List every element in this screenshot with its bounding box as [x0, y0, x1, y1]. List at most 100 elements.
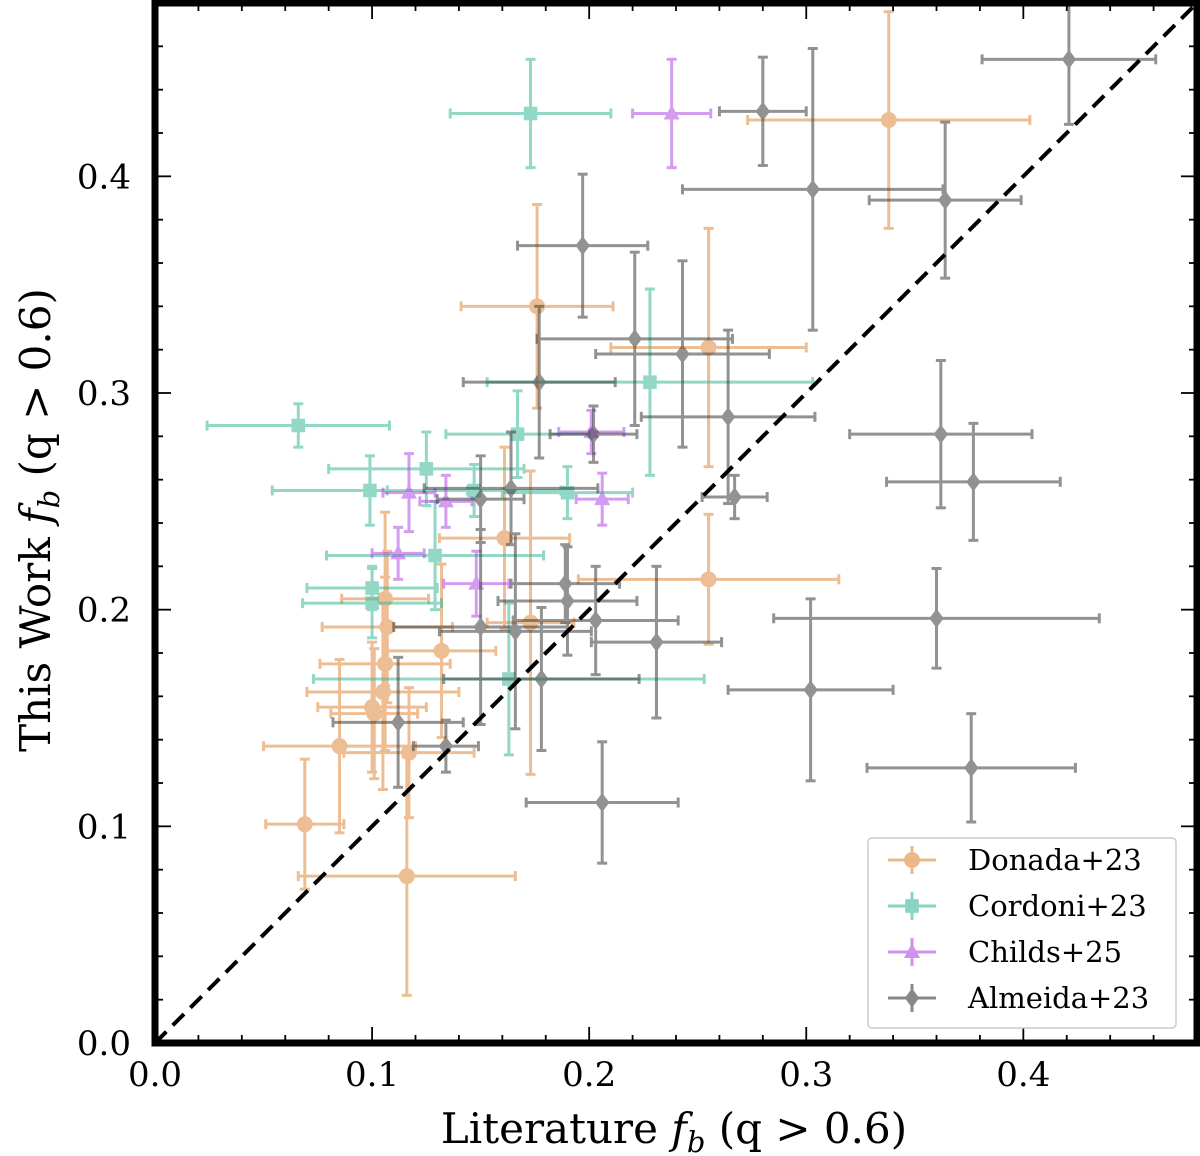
square-marker	[365, 596, 379, 610]
axis-ticks: 0.0 0.1 0.2 0.3 0.4 0.0 0.1 0.2 0.3 0.4	[77, 2, 1198, 1095]
diamond-marker	[473, 489, 488, 509]
diamond-marker	[588, 610, 603, 631]
square-marker	[643, 375, 657, 389]
data-point	[262, 658, 417, 835]
circle-marker	[700, 571, 717, 588]
y-axis-title: This Work fb (q > 0.6)	[11, 288, 66, 752]
y-axis-title-subscript: b	[32, 490, 66, 509]
square-marker	[510, 427, 525, 441]
diamond-marker	[966, 472, 981, 492]
data-point	[574, 471, 630, 527]
x-axis-title: Literature fb (q > 0.6)	[441, 1104, 907, 1156]
data-point	[772, 567, 1101, 670]
diamond-marker	[575, 236, 590, 256]
diamond-marker	[720, 407, 736, 427]
data-point	[381, 452, 437, 534]
data-point	[301, 567, 444, 640]
circle-marker	[433, 642, 450, 659]
legend-box	[867, 837, 1177, 1029]
data-point	[370, 525, 426, 581]
data-point	[717, 55, 808, 167]
data-point	[392, 528, 569, 726]
diamond-marker	[803, 680, 818, 700]
x-tick-label: 0.0	[128, 1055, 182, 1095]
data-point	[867, 120, 1023, 280]
triangle-marker	[594, 490, 611, 506]
x-axis-title-subscript: b	[687, 1125, 706, 1156]
identity-reference-line	[153, 1, 1199, 1045]
diamond-marker	[627, 329, 642, 349]
y-tick-label: 0.0	[77, 1024, 131, 1064]
data-point	[437, 445, 572, 631]
data-point	[442, 549, 511, 618]
square-marker	[428, 548, 442, 563]
diamond-marker	[937, 190, 953, 210]
diamond-marker	[755, 101, 771, 121]
data-point	[848, 359, 1034, 510]
diamond-marker	[929, 608, 944, 628]
circle-marker	[366, 705, 383, 722]
legend-triangle-marker	[904, 943, 920, 958]
data-point	[589, 564, 724, 720]
data-point	[980, 0, 1158, 126]
data-point	[885, 421, 1062, 542]
circle-marker	[700, 339, 717, 356]
data-point	[639, 328, 817, 505]
data-point	[865, 712, 1077, 824]
triangle-marker	[400, 483, 417, 499]
diamond-marker	[508, 621, 523, 641]
triangle-marker	[390, 544, 407, 560]
legend-label: Childs+25	[968, 935, 1122, 969]
data-point	[385, 562, 498, 739]
diamond-marker	[586, 424, 601, 444]
data-point	[442, 606, 641, 752]
legend-item: Childs+25	[888, 935, 1122, 969]
diamond-marker	[933, 424, 949, 444]
data-point	[461, 304, 617, 460]
circle-marker	[496, 530, 513, 547]
diamond-marker	[1061, 49, 1077, 69]
legend-circle-marker	[904, 852, 920, 868]
data-point	[418, 473, 474, 529]
diamond-marker	[534, 669, 549, 689]
y-tick-label: 0.2	[77, 591, 131, 631]
legend: Donada+23 Cordoni+23 Childs+25 Almeida+23	[867, 837, 1177, 1029]
legend-label: Almeida+23	[967, 981, 1149, 1015]
data-point	[548, 404, 639, 464]
square-marker	[363, 483, 377, 498]
data-point	[264, 757, 346, 891]
legend-item: Cordoni+23	[888, 889, 1147, 923]
data-point	[331, 655, 465, 789]
y-tick-label: 0.1	[77, 807, 131, 847]
diamond-marker	[649, 632, 664, 652]
data-point	[726, 597, 895, 783]
series-cordoni-23	[205, 57, 815, 757]
data-point	[681, 47, 945, 332]
legend-item: Donada+23	[888, 843, 1142, 877]
square-marker	[291, 418, 306, 433]
data-point	[422, 430, 600, 547]
x-axis-title-qualifier: (q > 0.6)	[705, 1104, 907, 1153]
series-almeida-23	[331, 0, 1158, 865]
circle-marker	[398, 868, 415, 885]
diamond-marker	[503, 478, 519, 498]
data-point	[411, 718, 480, 774]
x-axis-title-text: Literature	[441, 1104, 671, 1153]
x-tick-label: 0.4	[996, 1055, 1050, 1095]
data-point	[594, 259, 771, 449]
data-point	[524, 740, 680, 865]
data-point	[500, 465, 635, 521]
legend-diamond-marker	[904, 988, 920, 1008]
diamond-marker	[532, 372, 547, 392]
diamond-marker	[558, 574, 573, 594]
data-point	[496, 545, 639, 657]
circle-marker	[880, 112, 897, 128]
data-points	[205, 0, 1158, 997]
data-point	[509, 543, 622, 625]
data-point	[609, 226, 808, 469]
legend-label: Donada+23	[968, 843, 1142, 877]
data-point	[448, 57, 613, 170]
data-point	[305, 593, 461, 791]
square-marker	[419, 462, 434, 476]
